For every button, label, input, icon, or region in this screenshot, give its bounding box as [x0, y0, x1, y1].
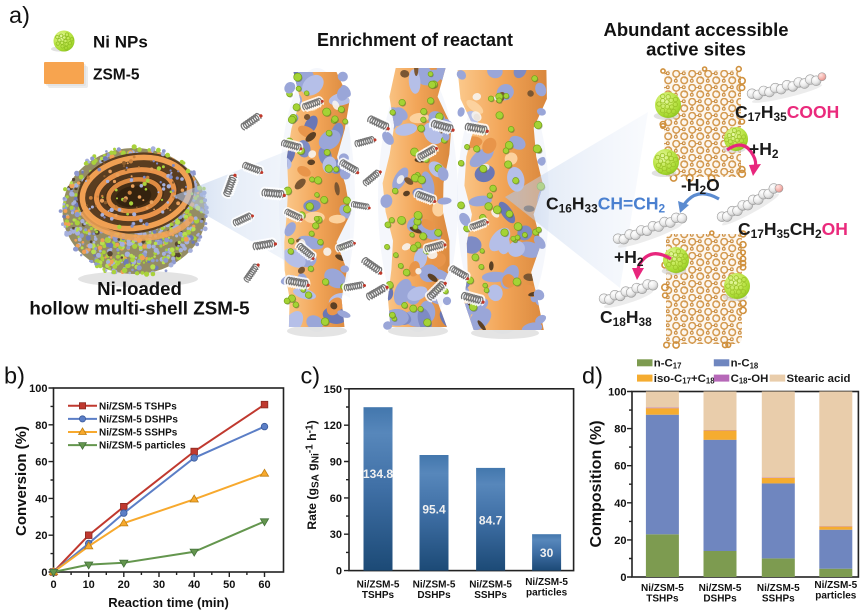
svg-text:100: 100 — [608, 387, 626, 399]
svg-text:Ni/ZSM-5: Ni/ZSM-5 — [699, 583, 742, 594]
svg-text:60: 60 — [35, 457, 47, 469]
svg-text:Ni/ZSM-5 TSHPs: Ni/ZSM-5 TSHPs — [99, 401, 177, 412]
svg-text:iso-C17+C18: iso-C17+C18 — [654, 373, 715, 386]
svg-text:Ni/ZSM-5: Ni/ZSM-5 — [525, 577, 568, 588]
svg-text:20: 20 — [35, 530, 47, 542]
svg-text:40: 40 — [614, 498, 626, 510]
svg-text:Abundant accessible: Abundant accessible — [603, 19, 788, 40]
svg-text:particles: particles — [815, 590, 857, 601]
svg-text:Ni/ZSM-5 particles: Ni/ZSM-5 particles — [99, 441, 186, 452]
svg-text:c): c) — [301, 363, 321, 389]
svg-text:0: 0 — [41, 567, 47, 579]
svg-text:particles: particles — [526, 587, 568, 598]
svg-text:C18H38: C18H38 — [600, 307, 652, 329]
svg-text:n-C18: n-C18 — [731, 358, 759, 371]
svg-text:30: 30 — [153, 579, 165, 591]
svg-text:Ni/ZSM-5: Ni/ZSM-5 — [757, 583, 800, 594]
svg-text:C16H33CH=CH2: C16H33CH=CH2 — [546, 194, 666, 216]
svg-text:Ni/ZSM-5: Ni/ZSM-5 — [357, 580, 400, 591]
svg-text:C17H35COOH: C17H35COOH — [735, 102, 839, 124]
svg-text:100: 100 — [29, 383, 47, 395]
svg-text:30: 30 — [330, 529, 342, 541]
svg-text:hollow multi-shell ZSM-5: hollow multi-shell ZSM-5 — [29, 298, 249, 319]
svg-text:Ni-loaded: Ni-loaded — [97, 278, 182, 299]
svg-text:150: 150 — [324, 384, 342, 396]
svg-text:+H2: +H2 — [749, 139, 779, 161]
svg-text:b): b) — [4, 363, 25, 389]
svg-text:120: 120 — [324, 420, 342, 432]
svg-text:30: 30 — [540, 546, 554, 560]
svg-text:Ni/ZSM-5: Ni/ZSM-5 — [641, 583, 684, 594]
svg-text:90: 90 — [330, 457, 342, 469]
svg-text:80: 80 — [35, 420, 47, 432]
svg-text:0: 0 — [336, 566, 342, 578]
svg-text:60: 60 — [614, 461, 626, 473]
svg-text:20: 20 — [118, 579, 130, 591]
svg-text:SSHPs: SSHPs — [474, 590, 507, 601]
svg-text:+H2: +H2 — [614, 247, 644, 269]
svg-text:Ni NPs: Ni NPs — [93, 33, 148, 52]
svg-text:80: 80 — [614, 424, 626, 436]
svg-text:40: 40 — [188, 579, 200, 591]
svg-text:Reaction time (min): Reaction time (min) — [108, 595, 229, 610]
svg-text:TSHPs: TSHPs — [646, 593, 679, 604]
svg-text:active sites: active sites — [646, 39, 746, 60]
svg-text:Composition (%): Composition (%) — [588, 420, 605, 547]
svg-text:0: 0 — [50, 579, 56, 591]
svg-text:50: 50 — [223, 579, 235, 591]
svg-text:134.8: 134.8 — [363, 467, 393, 481]
svg-text:84.7: 84.7 — [479, 514, 503, 528]
svg-text:Conversion (%): Conversion (%) — [13, 426, 30, 536]
svg-text:60: 60 — [258, 579, 270, 591]
svg-text:Ni/ZSM-5: Ni/ZSM-5 — [413, 580, 456, 591]
svg-text:40: 40 — [35, 493, 47, 505]
svg-text:60: 60 — [330, 493, 342, 505]
svg-text:DSHPs: DSHPs — [417, 590, 451, 601]
svg-text:ZSM-5: ZSM-5 — [93, 67, 140, 84]
svg-text:SSHPs: SSHPs — [762, 593, 795, 604]
svg-text:Rate (gSA gNi-1 h-1): Rate (gSA gNi-1 h-1) — [305, 420, 322, 529]
svg-text:n-C17: n-C17 — [654, 358, 682, 371]
svg-text:0: 0 — [620, 572, 626, 584]
svg-text:C18-OH: C18-OH — [731, 373, 769, 386]
svg-text:C17H35CH2OH: C17H35CH2OH — [738, 219, 848, 241]
svg-text:TSHPs: TSHPs — [362, 590, 395, 601]
svg-text:DSHPs: DSHPs — [703, 593, 737, 604]
svg-text:Ni/ZSM-5 SSHPs: Ni/ZSM-5 SSHPs — [99, 428, 178, 439]
svg-text:20: 20 — [614, 535, 626, 547]
svg-text:a): a) — [9, 2, 30, 28]
svg-text:Ni/ZSM-5: Ni/ZSM-5 — [814, 580, 857, 591]
svg-text:10: 10 — [83, 579, 95, 591]
svg-text:-H2O: -H2O — [681, 175, 720, 197]
svg-text:Enrichment of reactant: Enrichment of reactant — [317, 30, 513, 50]
svg-text:Ni/ZSM-5 DSHPs: Ni/ZSM-5 DSHPs — [99, 415, 178, 426]
svg-text:d): d) — [582, 363, 603, 389]
svg-text:Stearic acid: Stearic acid — [787, 373, 851, 385]
svg-text:95.4: 95.4 — [422, 503, 446, 517]
svg-text:Ni/ZSM-5: Ni/ZSM-5 — [469, 580, 512, 591]
